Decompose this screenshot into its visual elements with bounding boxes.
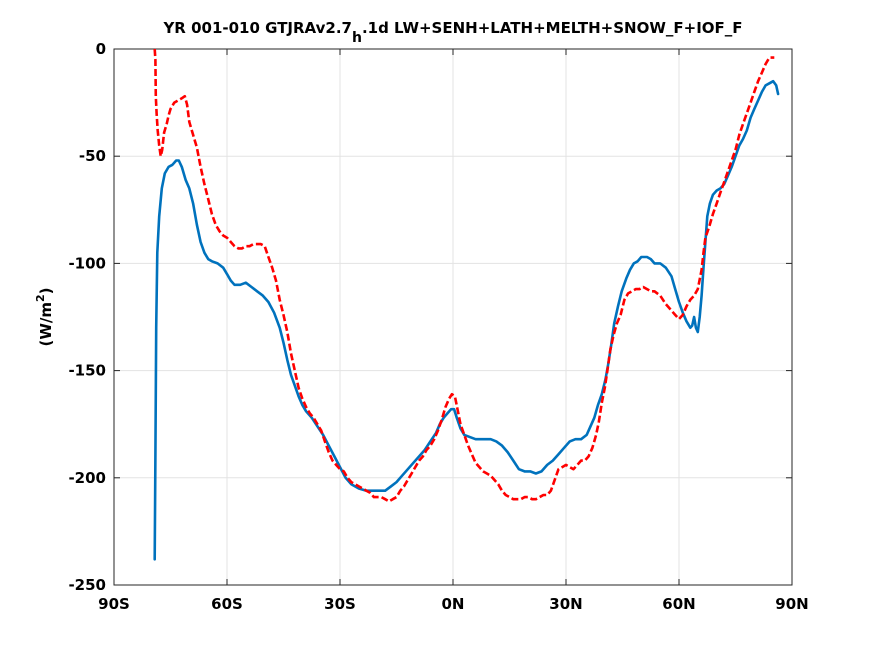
y-tick-label: -250 bbox=[68, 576, 106, 594]
x-tick-label: 30S bbox=[324, 595, 356, 613]
chart-title-suffix: .1d LW+SENH+LATH+MELTH+SNOW_F+IOF_F bbox=[362, 19, 743, 37]
y-axis-label: (W/m2) bbox=[34, 287, 55, 346]
x-axis: 90S 60S 30S 0N 30N 60N 90N bbox=[98, 49, 809, 613]
y-axis-label-main: (W/m bbox=[37, 302, 55, 347]
y-tick-label: -100 bbox=[68, 254, 106, 272]
x-tick-label: 60N bbox=[662, 595, 695, 613]
y-tick-label: -150 bbox=[68, 362, 106, 380]
x-tick-label: 0N bbox=[442, 595, 465, 613]
y-tick-label: -200 bbox=[68, 469, 106, 487]
chart-title: YR 001-010 GTJRAv2.7h.1d LW+SENH+LATH+ME… bbox=[162, 19, 742, 46]
x-tick-label: 30N bbox=[549, 595, 582, 613]
chart-title-prefix: YR 001-010 GTJRAv2.7 bbox=[162, 19, 352, 37]
x-tick-label: 90S bbox=[98, 595, 130, 613]
y-tick-label: 0 bbox=[96, 40, 106, 58]
y-tick-label: -50 bbox=[79, 147, 106, 165]
y-axis-label-superscript: 2 bbox=[34, 294, 47, 302]
x-tick-label: 60S bbox=[211, 595, 243, 613]
series-layer bbox=[153, 48, 780, 561]
series-line-1 bbox=[153, 79, 780, 561]
y-axis: 0 -50 -100 -150 -200 -250 bbox=[68, 40, 792, 594]
x-tick-label: 90N bbox=[775, 595, 808, 613]
chart-title-subscript: h bbox=[352, 30, 362, 46]
y-axis-label-close: ) bbox=[37, 287, 55, 294]
series-line-2 bbox=[153, 48, 775, 503]
